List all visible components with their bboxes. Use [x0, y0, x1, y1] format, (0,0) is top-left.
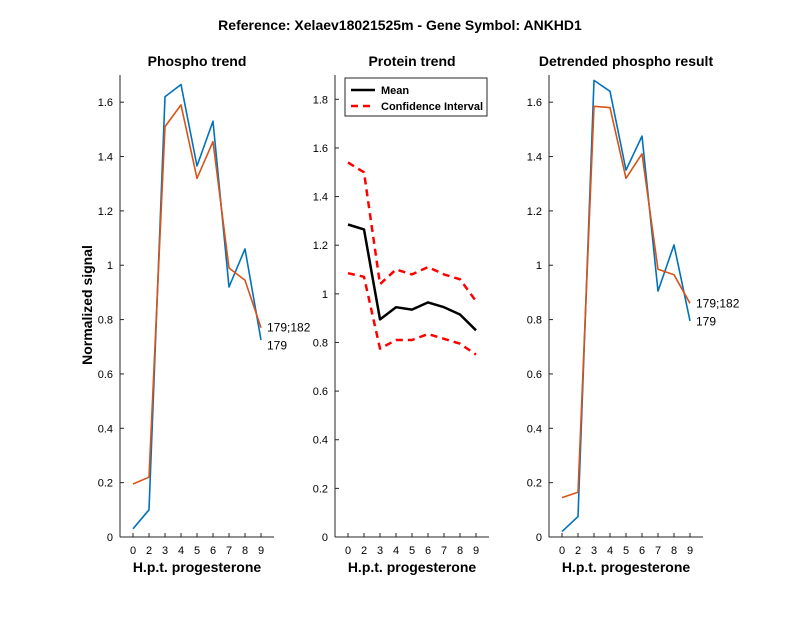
y-tick-label: 0.8	[98, 315, 113, 327]
series-end-label: 179	[696, 314, 716, 328]
y-tick-label: 0.6	[313, 386, 328, 398]
phospho-trend-title: Phospho trend	[148, 53, 247, 69]
x-tick-label: 4	[393, 545, 399, 557]
x-tick-label: 8	[671, 545, 677, 557]
x-tick-label: 0	[559, 545, 565, 557]
y-tick-label: 0.2	[527, 478, 542, 490]
y-tick-label: 1	[536, 260, 542, 272]
y-tick-label: 0.8	[313, 337, 328, 349]
series-line-confidence-interval-1	[347, 161, 478, 302]
y-tick-label: 1.8	[313, 94, 328, 106]
y-tick-label: 0.8	[527, 315, 542, 327]
y-tick-label: 1.2	[98, 206, 113, 218]
x-tick-label: 7	[226, 545, 232, 557]
y-tick-label: 1.2	[527, 206, 542, 218]
x-tick-label: 5	[623, 545, 629, 557]
x-tick-label: 2	[575, 545, 581, 557]
x-tick-label: 5	[194, 545, 200, 557]
x-tick-label: 7	[441, 545, 447, 557]
y-tick-label: 1.6	[313, 143, 328, 155]
protein-trend-panel: 00.20.40.60.811.21.41.61.80 2 3 4 5 6 7 8 9Prote…	[313, 53, 489, 575]
protein-trend-title: Protein trend	[368, 53, 455, 69]
y-tick-label: 0.4	[313, 435, 328, 447]
y-tick-label: 1	[322, 289, 328, 301]
x-tick-label: 2	[146, 545, 152, 557]
x-tick-label: 7	[655, 545, 661, 557]
x-tick-label: 4	[178, 545, 184, 557]
legend-box	[344, 77, 488, 117]
y-tick-label: 1.6	[98, 97, 113, 109]
x-tick-label: 2	[361, 545, 367, 557]
x-tick-label: 6	[639, 545, 645, 557]
y-tick-label: 1.4	[527, 152, 542, 164]
x-tick-label: 3	[591, 545, 597, 557]
y-tick-label: 0.2	[98, 478, 113, 490]
series-end-label: 179;182	[696, 296, 740, 310]
y-tick-label: 0	[322, 532, 328, 544]
series-line-179-182-1	[561, 105, 691, 499]
y-tick-label: 0	[536, 532, 542, 544]
x-tick-label: 5	[409, 545, 415, 557]
y-tick-label: 0.2	[313, 483, 328, 495]
x-tick-label: 3	[377, 545, 383, 557]
y-tick-label: 1.6	[527, 97, 542, 109]
figure-title: Reference: Xelaev18021525m - Gene Symbol…	[218, 17, 582, 33]
series-line-179-182-1	[132, 104, 262, 485]
series-line-mean-0	[347, 223, 477, 332]
y-tick-label: 1	[107, 260, 113, 272]
y-tick-label: 1.4	[313, 192, 328, 204]
x-tick-label: 6	[425, 545, 431, 557]
x-tick-label: 8	[242, 545, 248, 557]
y-tick-label: 0.6	[527, 369, 542, 381]
legend-ci-label: Confidence Interval	[381, 101, 483, 113]
x-tick-label: 4	[607, 545, 613, 557]
x-tick-label: 9	[473, 545, 479, 557]
detrended-phospho-panel: 00.20.40.60.811.21.41.60 2 3 4 5 6 7 8 9Detrende…	[527, 53, 740, 575]
y-tick-label: 0.4	[527, 423, 542, 435]
x-axis-label: H.p.t. progesterone	[133, 559, 262, 575]
y-tick-label: 0.4	[98, 423, 113, 435]
x-tick-label: 9	[258, 545, 264, 557]
y-tick-label: 0.6	[98, 369, 113, 381]
phospho-trend-panel: 00.20.40.60.811.21.41.60 2 3 4 5 6 7 8 9Phospho …	[98, 53, 311, 575]
detrended-phospho-title: Detrended phospho result	[539, 53, 714, 69]
y-tick-label: 1.2	[313, 240, 328, 252]
x-axis-label: H.p.t. progesterone	[562, 559, 691, 575]
x-tick-label: 3	[162, 545, 168, 557]
x-tick-label: 8	[457, 545, 463, 557]
series-end-label: 179	[267, 339, 287, 353]
y-axis-label: Normalized signal	[79, 245, 95, 365]
x-tick-label: 0	[130, 545, 136, 557]
x-tick-label: 0	[345, 545, 351, 557]
series-end-label: 179;182	[267, 321, 311, 335]
x-tick-label: 6	[210, 545, 216, 557]
y-tick-label: 1.4	[98, 152, 113, 164]
legend-mean-label: Mean	[381, 85, 409, 97]
x-tick-label: 9	[687, 545, 693, 557]
x-axis-label: H.p.t. progesterone	[348, 559, 477, 575]
series-line-confidence-interval-2	[347, 271, 477, 356]
y-tick-label: 0	[107, 532, 113, 544]
